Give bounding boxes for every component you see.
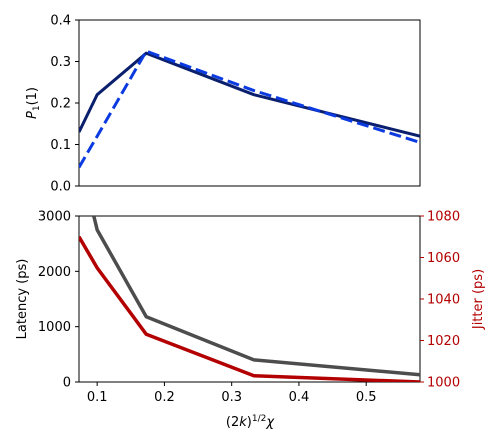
- x-tick-label: 0.5: [356, 390, 377, 405]
- x-tick-label: 0.3: [221, 390, 242, 405]
- bottom-y-tick-label: 2000: [38, 265, 71, 280]
- bottom-right-y-ticks: 1000 1020 1040 1060 1080: [420, 210, 460, 391]
- bottom-y-tick-label: 3000: [38, 210, 71, 225]
- right-y-tick-label: 1040: [427, 293, 460, 308]
- top-y-axis-label: P1(1): [25, 87, 42, 119]
- top-y-tick-label: 0.3: [50, 55, 71, 70]
- top-y-ticks: 0.0 0.1 0.2 0.3 0.4: [50, 14, 79, 195]
- right-y-tick-label: 1080: [427, 210, 460, 225]
- top-y-tick-label: 0.1: [50, 138, 71, 153]
- x-tick-label: 0.1: [87, 390, 108, 405]
- bottom-y-tick-label: 0: [63, 376, 71, 391]
- top-series-line-solid: [79, 51, 420, 138]
- right-y-tick-label: 1060: [427, 251, 460, 266]
- top-plot-frame: [78, 19, 421, 187]
- bottom-right-y-axis-label: Jitter (ps): [471, 269, 486, 330]
- top-chart: 0.0 0.1 0.2 0.3 0.4 P1(1): [25, 14, 421, 195]
- bottom-series-line-left: [92, 216, 420, 377]
- x-tick-label: 0.4: [289, 390, 310, 405]
- top-series: [79, 49, 420, 169]
- bottom-y-tick-label: 1000: [38, 320, 71, 335]
- bottom-x-ticks: 0.1 0.2 0.3 0.4 0.5: [87, 382, 377, 405]
- bottom-x-axis-label: (2k)1/2χ: [226, 414, 275, 430]
- bottom-series: [79, 216, 420, 382]
- right-y-tick-label: 1000: [427, 376, 460, 391]
- right-y-tick-label: 1020: [427, 334, 460, 349]
- top-y-tick-label: 0.0: [50, 180, 71, 195]
- top-y-tick-label: 0.2: [50, 97, 71, 112]
- top-y-tick-label: 0.4: [50, 14, 71, 29]
- bottom-left-y-axis-label: Latency (ps): [15, 259, 30, 340]
- top-series-line-dashed: [79, 49, 420, 169]
- bottom-series-line-right: [79, 235, 420, 382]
- bottom-left-y-ticks: 0 1000 2000 3000: [38, 210, 79, 391]
- x-tick-label: 0.2: [154, 390, 175, 405]
